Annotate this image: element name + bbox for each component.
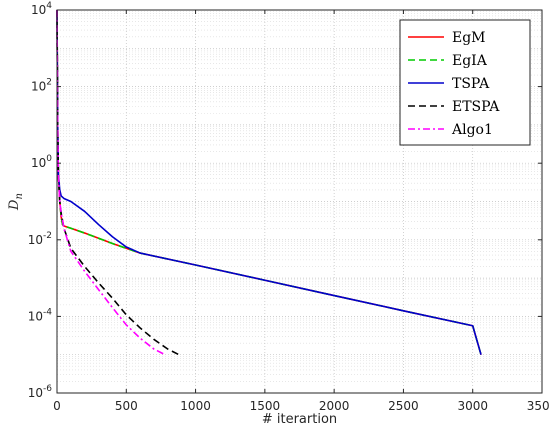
axes: 0 500 1000 1500 2000 2500 3000 3500 104 102 100 10-… xyxy=(7,1,550,427)
y-tick-label: 10-6 xyxy=(28,384,53,400)
y-tick-label: 10-4 xyxy=(28,307,53,323)
x-tick-label: 500 xyxy=(115,399,138,413)
x-tick-label: 1500 xyxy=(250,399,281,413)
x-tick-label: 3500 xyxy=(527,399,550,413)
plot-frame xyxy=(56,9,543,394)
y-tick-label: 102 xyxy=(31,78,52,94)
legend-label-algo1: Algo1 xyxy=(451,122,493,138)
x-tick-label: 2000 xyxy=(319,399,350,413)
x-tick-label: 1000 xyxy=(180,399,211,413)
series-line-etspa xyxy=(56,9,180,356)
legend-label-etspa: ETSPA xyxy=(452,99,500,115)
series-lines xyxy=(56,9,482,356)
x-tick-label: 3000 xyxy=(457,399,488,413)
legend: EgM EgIA TSPA ETSPA Algo1 xyxy=(399,19,531,146)
x-axis-label: # iterartion xyxy=(262,412,337,427)
y-tick-label: 104 xyxy=(31,1,52,17)
y-tick-label: 100 xyxy=(31,154,52,170)
legend-label-egm: EgM xyxy=(452,30,486,46)
x-tick-label: 2500 xyxy=(388,399,419,413)
legend-label-tspa: TSPA xyxy=(452,76,490,92)
x-tick-label: 0 xyxy=(53,399,61,413)
y-axis-label: Dn xyxy=(7,193,25,211)
y-tick-label: 10-2 xyxy=(28,231,52,247)
series-line-algo1 xyxy=(56,9,166,356)
legend-label-egia: EgIA xyxy=(452,53,488,69)
